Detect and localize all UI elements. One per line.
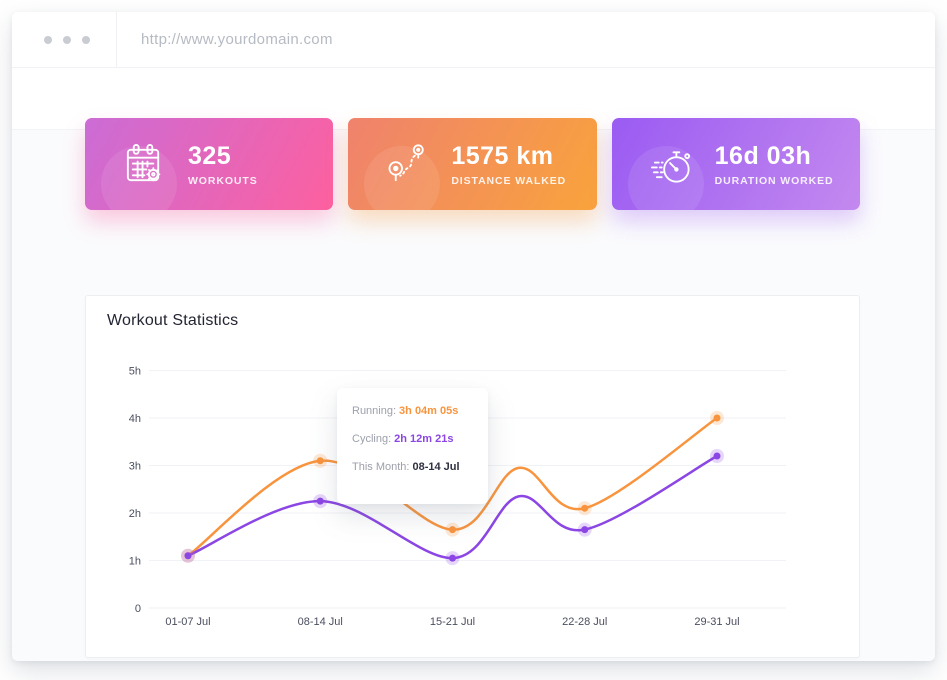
x-tick-label: 08-14 Jul xyxy=(298,616,343,628)
workout-chart[interactable]: 0 1h 2h 3h 4h 5h 01-07 Jul 08-14 Jul 15-21 Jul 22… xyxy=(86,296,859,657)
chrome-divider xyxy=(116,12,117,67)
stat-cards-row: 325 WORKOUTS xyxy=(85,118,860,210)
chart-point[interactable] xyxy=(449,526,456,534)
window-dot-icon[interactable] xyxy=(44,35,52,44)
stat-card-text: 16d 03h DURATION WORKED xyxy=(715,142,834,187)
stat-card-duration: 16d 03h DURATION WORKED xyxy=(611,118,860,210)
route-pins-icon xyxy=(384,141,431,188)
y-tick-label: 1h xyxy=(129,556,141,568)
y-tick-label: 4h xyxy=(129,413,141,425)
stat-label: DISTANCE WALKED xyxy=(451,174,567,187)
tooltip-value: 08-14 Jul xyxy=(412,461,460,473)
x-tick-label: 29-31 Jul xyxy=(694,616,739,628)
chart-title: Workout Statistics xyxy=(107,312,239,329)
y-tick-label: 5h xyxy=(129,366,141,378)
tooltip-value: 2h 12m 21s xyxy=(394,433,454,445)
stat-value: 325 xyxy=(188,141,232,170)
stat-label: DURATION WORKED xyxy=(714,174,834,187)
stat-card-text: 325 WORKOUTS xyxy=(188,142,258,187)
calendar-gear-icon xyxy=(121,141,168,188)
x-tick-label: 15-21 Jul xyxy=(430,616,475,628)
window-controls xyxy=(12,35,116,44)
tooltip-row-cycling: Cycling: 2h 12m 21s xyxy=(352,433,473,446)
y-tick-label: 0 xyxy=(135,603,141,615)
tooltip-label: This Month: xyxy=(352,461,410,473)
chart-point[interactable] xyxy=(184,552,192,560)
chart-point[interactable] xyxy=(449,554,456,562)
series-line-running xyxy=(186,416,719,557)
chart-tooltip: Running: 3h 04m 05s Cycling: 2h 12m 21s Th… xyxy=(337,388,488,504)
browser-chrome: http://www.yourdomain.com xyxy=(12,12,935,68)
stat-value: 1575 km xyxy=(451,141,554,170)
chart-point[interactable] xyxy=(581,526,589,534)
icon-halo xyxy=(364,146,441,210)
window-dot-icon[interactable] xyxy=(63,35,71,44)
stat-card-distance: 1575 km DISTANCE WALKED xyxy=(348,118,597,210)
page-content: 325 WORKOUTS xyxy=(12,67,935,661)
stopwatch-icon xyxy=(648,141,695,188)
x-tick-label: 01-07 Jul xyxy=(165,616,210,628)
stat-value: 16d 03h xyxy=(714,141,812,170)
chart-point[interactable] xyxy=(713,452,721,460)
stat-label: WORKOUTS xyxy=(188,174,258,187)
y-tick-label: 2h xyxy=(129,508,141,520)
chart-point[interactable] xyxy=(316,497,324,505)
stat-card-workouts: 325 WORKOUTS xyxy=(85,118,334,210)
chart-point[interactable] xyxy=(581,504,589,512)
chart-point[interactable] xyxy=(316,457,324,465)
series-line-cycling xyxy=(186,454,719,560)
tooltip-row-month: This Month: 08-14 Jul xyxy=(352,461,473,474)
window-dot-icon[interactable] xyxy=(82,35,90,44)
icon-halo xyxy=(627,146,704,210)
workout-statistics-card: Workout Statistics 0 1h 2h 3h 4h 5h 01-07 Jul 0… xyxy=(85,295,860,658)
chart-point[interactable] xyxy=(713,414,721,422)
y-tick-label: 3h xyxy=(129,461,141,473)
address-bar[interactable]: http://www.yourdomain.com xyxy=(141,31,333,48)
browser-window: http://www.yourdomain.com xyxy=(12,12,935,661)
tooltip-label: Cycling: xyxy=(352,433,392,445)
tooltip-value: 3h 04m 05s xyxy=(399,405,459,417)
tooltip-row-running: Running: 3h 04m 05s xyxy=(352,405,473,418)
tooltip-label: Running: xyxy=(352,405,397,417)
stat-card-text: 1575 km DISTANCE WALKED xyxy=(451,142,566,187)
x-tick-label: 22-28 Jul xyxy=(562,616,607,628)
